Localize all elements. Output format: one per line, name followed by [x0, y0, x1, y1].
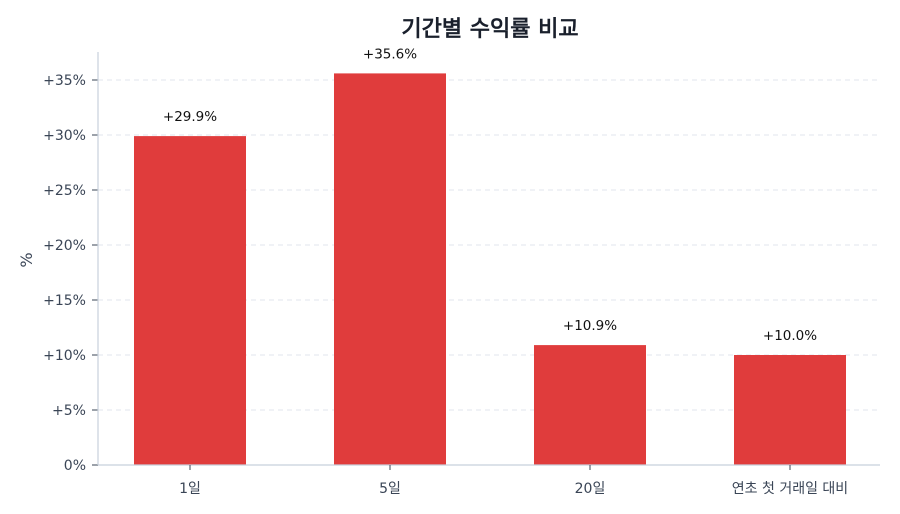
- x-axis: 1일 5일 20일 연초 첫 거래일 대비: [98, 464, 880, 497]
- y-tick-label: +20%: [43, 238, 86, 254]
- bar: [134, 136, 246, 465]
- y-tick-label: +15%: [43, 293, 86, 309]
- y-tick-label: +30%: [43, 128, 86, 144]
- bar: [334, 73, 446, 466]
- y-tick-label: +10%: [43, 348, 86, 364]
- chart-title: 기간별 수익률 비교: [401, 17, 578, 42]
- bar: [734, 355, 846, 465]
- x-tick-label: 1일: [179, 481, 201, 497]
- y-axis-title: %: [17, 252, 36, 267]
- x-tick-label: 연초 첫 거래일 대비: [732, 481, 848, 497]
- y-tick-label: +25%: [43, 183, 86, 199]
- y-tick-label: 0%: [64, 458, 86, 474]
- bar-value-label: +35.6%: [363, 46, 417, 62]
- x-tick-label: 20일: [575, 481, 606, 497]
- y-tick-label: +35%: [43, 73, 86, 89]
- x-tick-label: 5일: [379, 481, 401, 497]
- y-tick-label: +5%: [52, 403, 86, 419]
- bar: [534, 345, 646, 465]
- bars: +29.9% +35.6% +10.9% +10.0%: [134, 46, 846, 466]
- y-axis: 0% +5% +10% +15% +20% +25% +30% +35%: [43, 52, 99, 474]
- bar-value-label: +10.0%: [763, 328, 817, 344]
- bar-value-label: +29.9%: [163, 109, 217, 125]
- bar-value-label: +10.9%: [563, 318, 617, 334]
